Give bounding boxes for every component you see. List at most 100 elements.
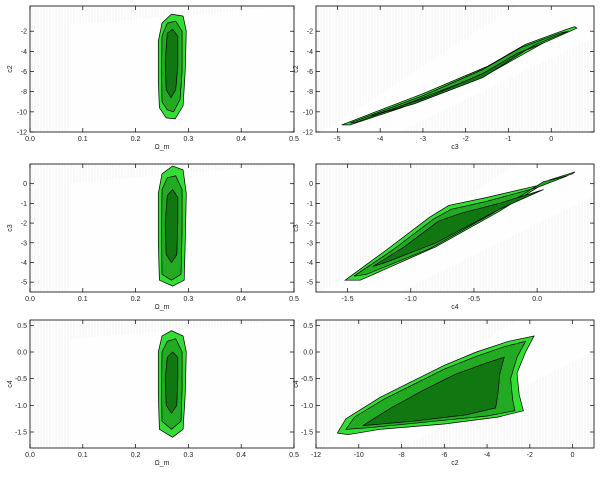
- y-tick-label: -2: [21, 29, 27, 36]
- x-tick-label: 0.3: [184, 452, 194, 459]
- contour-inner: [164, 351, 179, 414]
- y-tick-label: 0.0: [303, 350, 313, 357]
- y-tick-label: -3: [307, 240, 313, 247]
- y-axis-label: c3: [293, 224, 300, 232]
- x-tick-label: -3: [420, 136, 426, 143]
- x-tick-label: -1: [505, 136, 511, 143]
- y-tick-label: -2: [21, 221, 27, 228]
- y-tick-label: -6: [307, 69, 313, 76]
- x-tick-label: 0.3: [184, 296, 194, 303]
- x-axis-label: c2: [451, 460, 459, 467]
- contour-inner: [164, 28, 179, 99]
- x-tick-label: -4: [377, 136, 383, 143]
- plot-frame: [29, 319, 295, 449]
- x-tick-label: 0.5: [289, 136, 299, 143]
- contour-inner: [371, 42, 543, 117]
- y-tick-label: 0: [23, 181, 27, 188]
- x-tick-label: -4: [484, 452, 490, 459]
- y-tick-label: -1: [307, 201, 313, 208]
- x-axis-label: c4: [451, 304, 459, 311]
- y-tick-label: -10: [303, 109, 313, 116]
- y-tick-label: -10: [17, 109, 27, 116]
- panel-bottom-left: 0.0 0.1 0.2 0.3 0.4 0.5 -1.5 -1.0 -0.5 0.0 0.5 Ω_m c…: [7, 319, 299, 467]
- x-tick-label: 0: [549, 136, 553, 143]
- x-tick-label: -2: [463, 136, 469, 143]
- y-tick-label: -4: [307, 260, 313, 267]
- y-tick-label: 0.0: [17, 350, 27, 357]
- plot-frame: [315, 319, 595, 449]
- y-tick-label: -1.5: [15, 430, 27, 437]
- x-tick-label: -5: [334, 136, 340, 143]
- y-tick-label: -1.0: [301, 403, 313, 410]
- y-tick-label: 0: [309, 181, 313, 188]
- y-tick-label: -2: [307, 29, 313, 36]
- plot-frame: [315, 5, 595, 133]
- x-tick-label: -6: [441, 452, 447, 459]
- x-tick-label: 0.1: [78, 296, 88, 303]
- plot-frame: [315, 163, 595, 293]
- plot-frame: [29, 5, 295, 133]
- x-tick-label: 0.0: [532, 296, 542, 303]
- y-axis-label: c3: [7, 224, 14, 232]
- prior-region: [321, 6, 594, 132]
- y-tick-label: -5: [307, 280, 313, 287]
- y-axis-label: c4: [293, 380, 300, 388]
- y-tick-label: -8: [21, 89, 27, 96]
- x-tick-label: 0.1: [78, 452, 88, 459]
- panel-top-left: 0.0 0.1 0.2 0.3 0.4 0.5 -12 -10 -8 -6 -4 -2 Ω_m c2: [7, 5, 299, 151]
- y-tick-label: -6: [21, 69, 27, 76]
- x-tick-label: 0.0: [25, 136, 35, 143]
- x-tick-label: -8: [398, 452, 404, 459]
- contour-inner: [362, 356, 505, 426]
- x-tick-label: -10: [354, 452, 364, 459]
- y-tick-label: 0.5: [303, 323, 313, 330]
- x-axis-label: Ω_m: [155, 144, 170, 151]
- y-tick-label: -1.5: [301, 430, 313, 437]
- x-tick-label: 0.2: [131, 136, 141, 143]
- y-tick-label: -1.0: [15, 403, 27, 410]
- contour-inner: [372, 189, 544, 267]
- y-tick-label: -4: [21, 260, 27, 267]
- x-tick-label: 0.4: [236, 296, 246, 303]
- y-tick-label: -5: [21, 280, 27, 287]
- y-axis-label: c2: [7, 65, 14, 73]
- x-tick-label: 0: [571, 452, 575, 459]
- panel-middle-right: -1.5 -1.0 -0.5 0.0 -5 -4 -3 -2 -1 0 c4 c3: [293, 163, 595, 311]
- x-tick-label: -1.5: [342, 296, 354, 303]
- x-tick-label: 0.5: [289, 296, 299, 303]
- x-tick-label: 0.2: [131, 296, 141, 303]
- y-tick-label: -4: [307, 49, 313, 56]
- panel-bottom-right: -12 -10 -8 -6 -4 -2 0 -1.5 -1.0 -0.5 0.0 0.5 c2 c4: [293, 319, 595, 467]
- y-axis-label: c4: [7, 380, 14, 388]
- x-tick-label: 0.0: [25, 452, 35, 459]
- x-tick-label: 0.0: [25, 296, 35, 303]
- x-tick-label: 0.5: [289, 452, 299, 459]
- x-axis-label: Ω_m: [155, 460, 170, 467]
- y-tick-label: -0.5: [301, 376, 313, 383]
- x-tick-label: -1.0: [405, 296, 417, 303]
- y-tick-label: -3: [21, 240, 27, 247]
- x-tick-label: 0.2: [131, 452, 141, 459]
- y-tick-label: 0.5: [17, 323, 27, 330]
- x-tick-label: -12: [311, 452, 321, 459]
- contour-inner: [164, 189, 179, 264]
- y-tick-label: -4: [21, 49, 27, 56]
- x-tick-label: 0.3: [184, 136, 194, 143]
- x-tick-label: 0.4: [236, 136, 246, 143]
- x-tick-label: -2: [527, 452, 533, 459]
- x-axis-label: Ω_m: [155, 304, 170, 311]
- y-tick-label: -8: [307, 89, 313, 96]
- y-tick-label: -2: [307, 221, 313, 228]
- y-tick-label: -12: [303, 130, 313, 137]
- plot-frame: [29, 163, 295, 293]
- panel-middle-left: 0.0 0.1 0.2 0.3 0.4 0.5 -5 -4 -3 -2 -1 0 Ω_m c3: [7, 163, 299, 311]
- x-axis-label: c3: [451, 144, 459, 151]
- y-axis-label: c2: [293, 65, 300, 73]
- x-tick-label: 0.4: [236, 452, 246, 459]
- y-tick-label: -12: [17, 130, 27, 137]
- x-tick-label: 0.1: [78, 136, 88, 143]
- x-tick-label: -0.5: [468, 296, 480, 303]
- y-tick-label: -1: [21, 201, 27, 208]
